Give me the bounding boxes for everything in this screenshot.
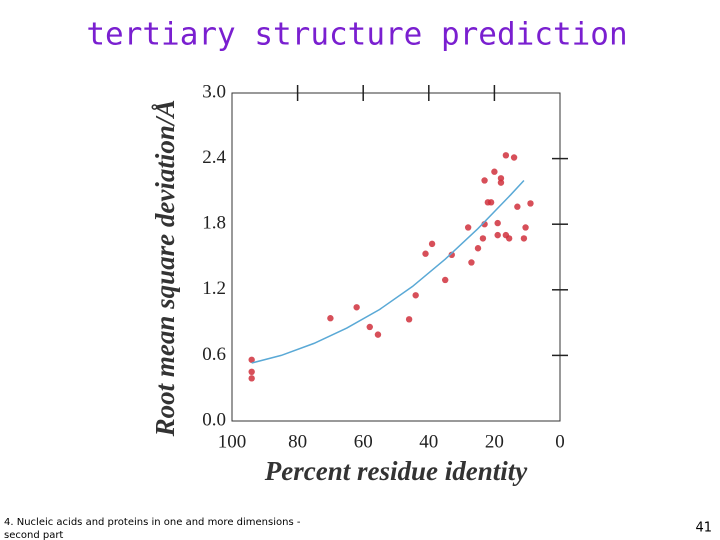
data-point: [442, 276, 449, 284]
data-point: [468, 259, 475, 266]
y-tick-label: 0.0: [202, 409, 226, 430]
x-axis-label: Percent residue identity: [264, 456, 528, 486]
data-point: [510, 154, 518, 161]
data-point: [428, 240, 436, 248]
y-tick-label: 3.0: [202, 81, 226, 102]
data-point: [412, 292, 419, 299]
data-point: [479, 235, 487, 242]
data-point: [366, 323, 373, 331]
data-point: [248, 375, 255, 382]
data-point: [514, 203, 521, 210]
slide-title: tertiary structure prediction: [86, 17, 627, 53]
data-point: [464, 224, 472, 231]
data-point: [481, 177, 488, 184]
x-tick-label: 20: [485, 431, 504, 452]
y-tick-label: 2.4: [202, 147, 226, 168]
data-point: [474, 245, 482, 252]
data-point: [520, 235, 528, 242]
x-tick-label: 0: [555, 431, 565, 452]
data-point: [327, 315, 334, 322]
data-point: [248, 356, 255, 363]
x-tick-label: 60: [354, 431, 373, 452]
data-point: [353, 304, 360, 311]
data-point: [487, 199, 495, 206]
data-point: [497, 179, 505, 186]
data-point: [527, 200, 534, 207]
y-tick-label: 1.8: [202, 213, 226, 234]
footer-text: second part: [4, 530, 63, 540]
data-point: [491, 168, 498, 175]
data-point: [494, 231, 501, 239]
fit-curve: [251, 179, 525, 364]
y-axis-label: Root mean square deviation/Å: [150, 100, 180, 438]
data-point: [505, 235, 513, 242]
plot-frame: [231, 92, 561, 422]
data-point: [497, 175, 505, 182]
data-point: [374, 331, 382, 338]
data-point: [494, 219, 501, 227]
x-tick-label: 80: [288, 431, 307, 452]
y-tick-label: 1.2: [202, 278, 226, 299]
data-point: [248, 368, 255, 375]
data-point: [448, 251, 455, 259]
page-number: 41: [695, 521, 712, 536]
footer-text: 4. Nucleic acids and proteins in one and…: [4, 517, 301, 528]
y-tick-label: 0.6: [202, 344, 226, 365]
x-tick-label: 40: [419, 431, 438, 452]
x-tick-label: 100: [218, 431, 247, 452]
data-point: [522, 224, 529, 231]
data-point: [422, 250, 429, 257]
data-point: [502, 152, 510, 159]
data-point: [405, 316, 413, 323]
